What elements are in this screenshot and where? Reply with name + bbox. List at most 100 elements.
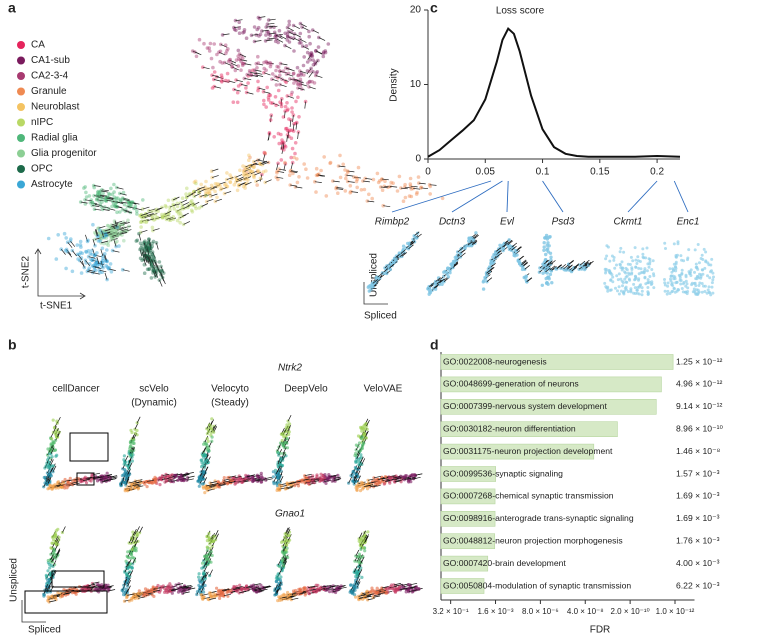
legend-label: nIPC: [31, 117, 53, 128]
cell-dot: [89, 257, 93, 262]
cell-dot: [120, 207, 125, 212]
cell-dot: [252, 25, 257, 29]
velocity-arrow: [50, 459, 54, 466]
velocity-plot: [119, 416, 195, 493]
cell-dot: [78, 239, 83, 244]
cell-dot: [314, 71, 319, 75]
cell-dot: [241, 170, 246, 174]
cell-dot: [273, 35, 277, 39]
cell-dot: [367, 192, 371, 197]
velocity-arrow: [279, 168, 287, 171]
cell-dot: [412, 473, 417, 477]
cell-dot: [96, 192, 100, 197]
velocity-arrow: [107, 196, 115, 199]
cell-dot: [637, 277, 641, 281]
cell-dot: [79, 245, 83, 249]
cell-dot: [632, 282, 636, 286]
cell-dot: [77, 477, 81, 481]
cell-dot: [622, 250, 626, 254]
cell-dot: [46, 569, 50, 573]
cell-dot: [155, 215, 159, 220]
cell-dot: [357, 441, 362, 445]
velocity-arrow: [154, 271, 159, 278]
cell-dot: [285, 38, 290, 42]
velocity-plot: [347, 418, 423, 493]
cell-dot: [194, 54, 199, 59]
cell-dot: [380, 177, 384, 182]
cell-dot: [278, 474, 282, 478]
cell-dot: [207, 190, 212, 194]
method-label: Velocyto: [211, 384, 249, 395]
cell-dot: [156, 268, 160, 273]
cell-dot: [406, 583, 410, 587]
cell-dot: [142, 240, 146, 245]
velocity-arrow: [52, 465, 57, 472]
velocity-arrow: [297, 131, 299, 140]
velocity-arrow: [314, 181, 322, 183]
cell-dot: [296, 484, 301, 488]
cell-dot: [354, 443, 358, 447]
cell-dot: [215, 52, 219, 57]
cell-dot: [354, 460, 358, 464]
cell-dot: [652, 272, 655, 276]
cell-dot: [349, 590, 354, 594]
velocity-arrow: [293, 25, 300, 30]
cell-dot: [254, 33, 259, 37]
cell-dot: [208, 593, 212, 597]
cell-dot: [200, 461, 204, 465]
density-line: [427, 26, 681, 158]
cell-dot: [359, 453, 363, 457]
cell-dot: [260, 172, 264, 177]
cell-dot: [57, 430, 61, 434]
cell-dot: [264, 25, 269, 29]
cell-dot: [80, 587, 84, 591]
gene-connector: [673, 180, 689, 213]
cell-dot: [399, 480, 403, 484]
cell-dot: [308, 41, 312, 46]
cell-dot: [304, 167, 308, 171]
cell-dot: [279, 132, 283, 137]
cell-dot: [126, 224, 131, 229]
cell-dot: [617, 292, 621, 296]
cell-dot: [394, 588, 398, 592]
cell-dot: [122, 462, 126, 466]
cell-dot: [234, 481, 238, 485]
cell-dot: [328, 590, 332, 594]
cell-dot: [289, 136, 294, 140]
velocity-arrow: [70, 240, 76, 247]
cell-dot: [615, 263, 618, 267]
velocity-arrow: [588, 260, 594, 266]
cell-dot: [236, 84, 241, 88]
cell-dot: [218, 59, 222, 64]
cell-dot: [128, 201, 132, 205]
cell-dot: [127, 200, 131, 205]
cell-dot: [120, 474, 124, 478]
cell-dot: [294, 99, 298, 104]
cell-dot: [296, 82, 300, 86]
cell-dot: [138, 241, 143, 245]
velocity-arrow: [250, 162, 258, 167]
velocity-arrow: [250, 71, 258, 75]
cell-dot: [403, 182, 407, 187]
cell-dot: [100, 260, 104, 264]
cell-dot: [319, 168, 323, 173]
cell-dot: [90, 472, 94, 477]
cell-dot: [156, 583, 160, 588]
cell-dot: [206, 439, 210, 443]
legend-label: Astrocyte: [31, 179, 73, 190]
cell-dot: [191, 201, 195, 206]
cell-dot: [105, 265, 110, 269]
cell-dot: [146, 240, 150, 245]
cell-dot: [211, 65, 215, 70]
velocity-arrow: [276, 33, 284, 36]
velocity-arrow: [383, 205, 391, 208]
cell-dot: [641, 255, 645, 259]
cell-dot: [220, 186, 224, 191]
cell-dot: [278, 73, 282, 78]
velocity-arrow: [83, 478, 91, 481]
cell-dot: [237, 183, 241, 187]
velocity-arrow: [54, 544, 59, 551]
cell-dot: [206, 186, 210, 191]
cell-dot: [105, 248, 109, 252]
velocity-arrow: [135, 207, 143, 211]
